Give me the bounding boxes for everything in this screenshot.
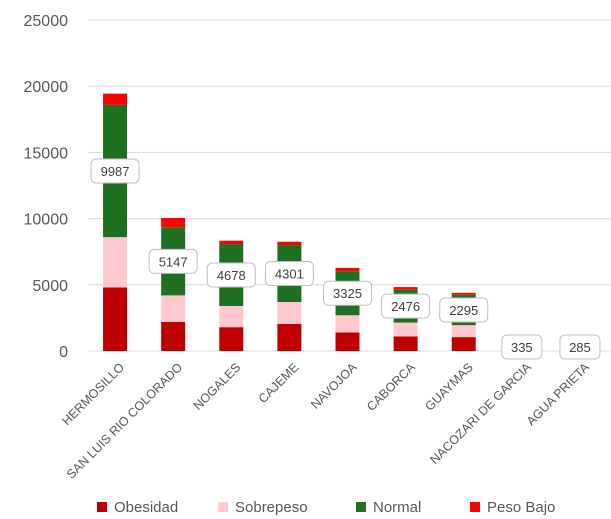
data-label: 2476 <box>391 299 420 314</box>
bar-segment-sobrepeso <box>103 237 128 288</box>
x-tick-label: GUAYMAS <box>422 360 475 413</box>
bar-segment-peso-bajo <box>103 93 128 105</box>
y-tick-label: 10000 <box>24 212 69 229</box>
data-label-box <box>206 262 256 288</box>
data-label: 9987 <box>101 164 130 179</box>
y-axis-tick-labels: 0 5000 10000 15000 20000 25000 <box>24 13 69 361</box>
y-tick-label: 20000 <box>24 79 69 96</box>
bar-segment-sobrepeso <box>161 295 186 322</box>
x-tick-label: CABORCA <box>364 360 418 414</box>
data-label-box <box>501 334 543 360</box>
data-label-box <box>381 293 431 319</box>
legend-swatch <box>97 502 107 512</box>
bar-segment-peso-bajo <box>335 267 360 272</box>
bar-segment-peso-bajo <box>277 241 302 246</box>
data-labels: 9987 5147 4678 4301 3325 2476 2295 335 285 <box>90 158 601 360</box>
data-label: 2295 <box>449 303 478 318</box>
legend-swatch <box>470 502 480 512</box>
bar-segment-peso-bajo <box>393 287 418 290</box>
y-tick-label: 25000 <box>24 13 69 30</box>
x-tick-label: SAN LUIS RIO COLORADO <box>64 360 186 482</box>
data-label: 4678 <box>217 268 246 283</box>
bar-segment-obesidad <box>103 287 128 351</box>
legend-label: Sobrepeso <box>235 499 308 516</box>
x-tick-label: CAJEME <box>256 360 302 406</box>
bar-segment-sobrepeso <box>277 302 302 324</box>
data-label-box <box>90 158 140 184</box>
y-tick-label: 5000 <box>32 278 68 295</box>
data-label: 4301 <box>275 267 304 282</box>
data-label-box <box>439 297 489 323</box>
data-label-box <box>264 261 314 287</box>
bar-segment-obesidad <box>161 321 186 351</box>
legend-label: Peso Bajo <box>487 499 555 516</box>
bar-segment-obesidad <box>451 337 476 351</box>
bar-segment-sobrepeso <box>393 322 418 337</box>
bar-segment-peso-bajo <box>161 217 186 228</box>
legend-swatch <box>356 502 366 512</box>
bar-segment-sobrepeso <box>335 315 360 333</box>
bar-segment-sobrepeso <box>219 305 244 328</box>
bar-segment-peso-bajo <box>451 292 476 295</box>
data-label: 5147 <box>159 254 188 269</box>
y-tick-label: 15000 <box>24 145 69 162</box>
x-tick-label: NOGALES <box>191 360 244 413</box>
data-label: 285 <box>569 340 591 355</box>
bar-segment-obesidad <box>219 327 244 351</box>
x-tick-label: NACOZARI DE GARCIA <box>427 360 534 467</box>
bar-segment-sobrepeso <box>451 325 476 338</box>
legend-label: Normal <box>373 499 421 516</box>
bar-segment-obesidad <box>393 336 418 351</box>
legend: Obesidad Sobrepeso Normal Peso Bajo <box>97 499 555 516</box>
bar-segment-peso-bajo <box>219 240 244 245</box>
data-label-box <box>323 280 372 306</box>
data-label: 3325 <box>333 286 362 301</box>
data-label-box <box>148 248 198 274</box>
data-label: 335 <box>511 340 533 355</box>
bar-segment-obesidad <box>277 323 302 351</box>
x-tick-label: NAVOJOA <box>308 360 360 412</box>
bars <box>103 93 592 351</box>
legend-swatch <box>218 502 228 512</box>
legend-label: Obesidad <box>114 499 178 516</box>
bar-segment-obesidad <box>335 332 360 351</box>
y-tick-label: 0 <box>59 344 68 361</box>
x-tick-label: AGUA PRIETA <box>524 360 593 429</box>
data-label-box <box>559 334 601 360</box>
